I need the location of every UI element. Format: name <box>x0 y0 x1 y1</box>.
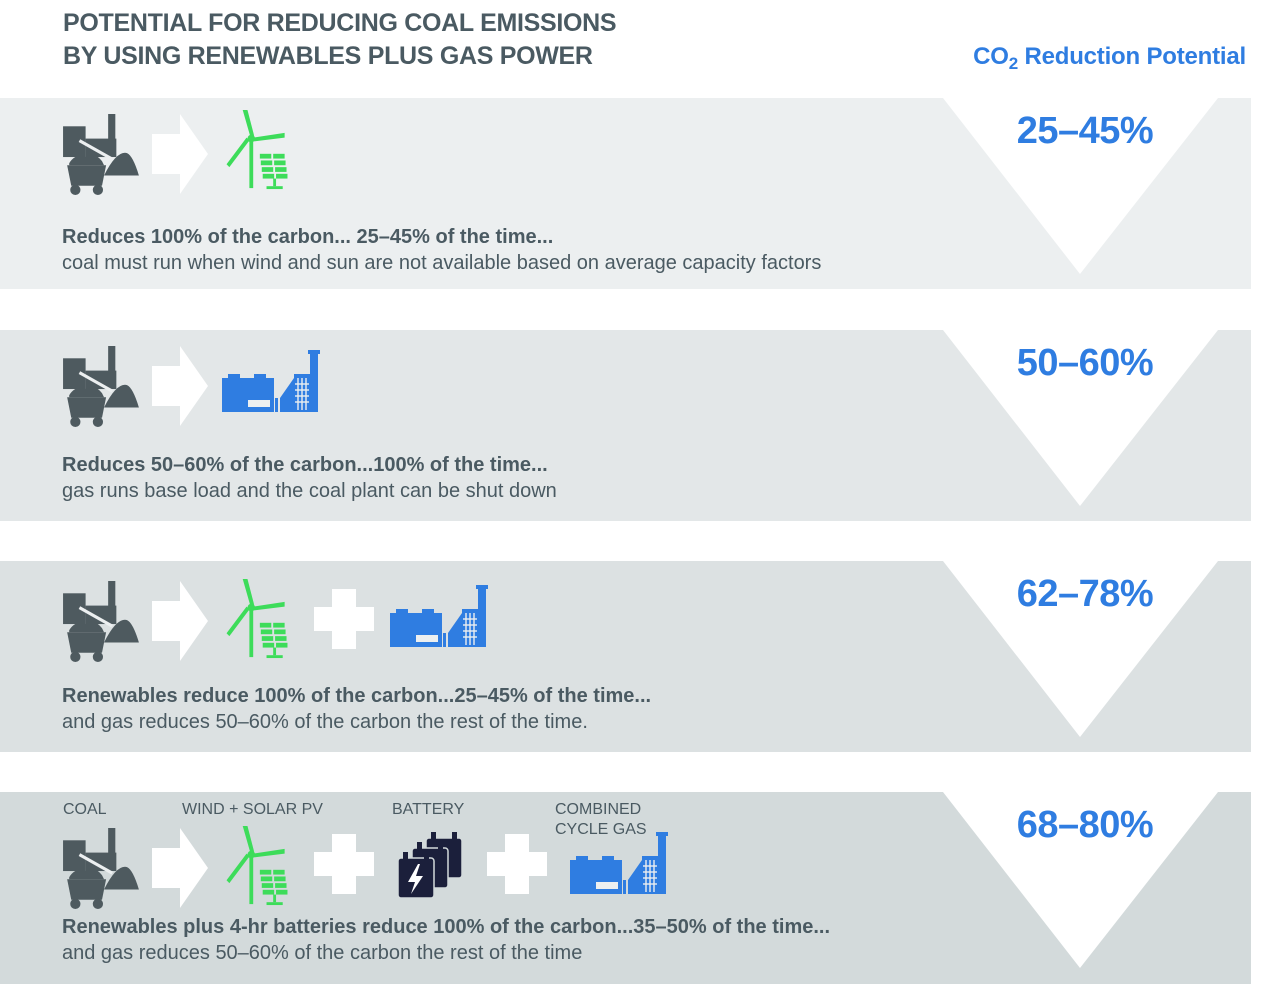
coal-plant-icon <box>62 828 141 910</box>
scenario-headline: Reduces 50–60% of the carbon...100% of t… <box>62 454 548 476</box>
co2-suffix: Reduction Potential <box>1017 43 1246 70</box>
co2-reduction-header: CO2 Reduction Potential <box>973 43 1246 74</box>
reduction-value: 62–78% <box>1016 573 1154 615</box>
scenario-detail: and gas reduces 50–60% of the carbon the… <box>62 942 583 964</box>
scenario-description: Renewables plus 4-hr batteries reduce 10… <box>62 914 830 966</box>
reduction-triangle <box>943 330 1218 506</box>
co2-prefix: CO <box>973 43 1009 70</box>
wind-solar-icon <box>226 579 288 659</box>
scenario-description: Reduces 50–60% of the carbon...100% of t… <box>62 452 557 504</box>
scenario-headline: Reduces 100% of the carbon... 25–45% of … <box>62 226 554 248</box>
plus-icon <box>314 834 374 894</box>
label-battery: BATTERY <box>392 801 465 818</box>
scenario-headline: Renewables plus 4-hr batteries reduce 10… <box>62 916 831 938</box>
co2-subscript: 2 <box>1008 54 1018 73</box>
gas-plant-icon <box>222 350 320 412</box>
reduction-triangle <box>943 98 1218 274</box>
title-line-1: POTENTIAL FOR REDUCING COAL EMISSIONS <box>63 9 617 37</box>
scenario-row-gas: 50–60% Reduces 50–60% of the carbon...10… <box>0 330 1251 521</box>
label-wind-solar: WIND + SOLAR PV <box>182 801 323 818</box>
page-title: POTENTIAL FOR REDUCING COAL EMISSIONS BY… <box>63 7 617 73</box>
arrow-right-icon <box>152 581 208 661</box>
reduction-value: 50–60% <box>1016 342 1154 384</box>
scenario-row-renewables-battery-gas: 68–80% COAL WIND + SOLAR PV BATTERY COMB… <box>0 792 1251 984</box>
scenario-description: Reduces 100% of the carbon... 25–45% of … <box>62 224 821 276</box>
wind-solar-icon <box>226 826 288 906</box>
label-gas-line-2: CYCLE GAS <box>555 821 647 838</box>
reduction-value: 68–80% <box>1016 804 1154 846</box>
reduction-triangle <box>943 561 1218 737</box>
scenario-row-renewables: 25–45% Reduces 100% of the carbon... 25–… <box>0 98 1251 289</box>
scenario-detail: and gas reduces 50–60% of the carbon the… <box>62 711 588 733</box>
label-gas-line-1: COMBINED <box>555 801 642 818</box>
scenario-headline: Renewables reduce 100% of the carbon...2… <box>62 685 652 707</box>
scenario-detail: gas runs base load and the coal plant ca… <box>62 480 557 502</box>
coal-plant-icon <box>62 581 141 663</box>
scenario-detail: coal must run when wind and sun are not … <box>62 252 822 274</box>
gas-plant-icon <box>570 832 668 894</box>
label-coal: COAL <box>63 801 107 818</box>
arrow-right-icon <box>152 114 208 194</box>
scenario-row-renewables-plus-gas: 62–78% Renewables reduce 100% of the car… <box>0 561 1251 752</box>
reduction-value: 25–45% <box>1016 110 1154 152</box>
reduction-triangle <box>943 792 1218 968</box>
coal-plant-icon <box>62 114 141 196</box>
battery-icon <box>398 832 463 899</box>
plus-icon <box>314 589 374 649</box>
wind-solar-icon <box>226 110 288 190</box>
plus-icon <box>487 834 547 894</box>
label-combined-cycle-gas: COMBINED CYCLE GAS <box>555 800 647 840</box>
title-line-2: BY USING RENEWABLES PLUS GAS POWER <box>63 42 593 70</box>
gas-plant-icon <box>390 585 488 647</box>
arrow-right-icon <box>152 828 208 908</box>
coal-plant-icon <box>62 346 141 428</box>
arrow-right-icon <box>152 346 208 426</box>
scenario-description: Renewables reduce 100% of the carbon...2… <box>62 683 651 735</box>
